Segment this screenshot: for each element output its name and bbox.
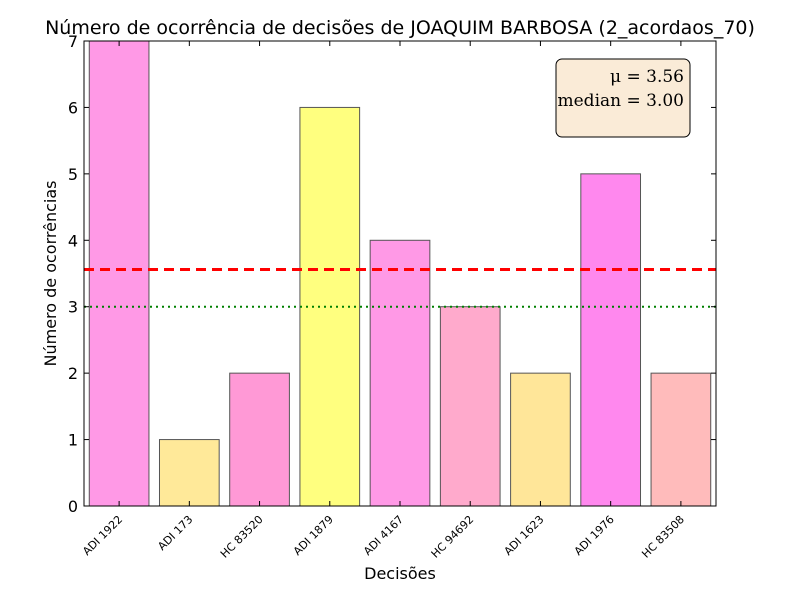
y-tick-label-2: 2 — [68, 364, 78, 383]
x-tick-label-adi-1922: ADI 1922 — [80, 513, 125, 558]
bar-adi-1623 — [510, 372, 571, 507]
x-tick-label-hc-83520: HC 83520 — [218, 513, 266, 561]
y-tick-label-5: 5 — [68, 165, 78, 184]
y-axis: 0 1 2 3 4 5 6 7 — [68, 32, 716, 516]
y-tick-label-3: 3 — [68, 298, 78, 317]
y-tick-label-7: 7 — [68, 32, 78, 51]
y-tick-label-0: 0 — [68, 497, 78, 516]
bars — [88, 40, 712, 507]
bar-adi-1879 — [299, 106, 361, 507]
stats-box: μ = 3.56 median = 3.00 — [555, 58, 691, 138]
bar-adi-173 — [158, 439, 220, 507]
y-axis-label: Número de ocorrências — [41, 181, 60, 367]
x-tick-label-adi-4167: ADI 4167 — [361, 513, 406, 558]
x-tick-label-hc-94692: HC 94692 — [429, 513, 477, 561]
bar-adi-1922 — [88, 40, 150, 507]
bar-hc-83508 — [650, 372, 712, 507]
bar-adi-1976 — [580, 173, 642, 507]
chart-title: Número de ocorrência de decisões de JOAQ… — [45, 17, 755, 39]
bar-adi-4167 — [369, 239, 431, 507]
y-tick-label-6: 6 — [68, 98, 78, 117]
y-tick-label-4: 4 — [68, 231, 78, 250]
x-axis-label: Decisões — [364, 564, 436, 583]
stats-median-text: median = 3.00 — [558, 91, 685, 111]
x-tick-label-adi-1976: ADI 1976 — [572, 513, 617, 558]
x-tick-label-adi-1623: ADI 1623 — [501, 513, 546, 558]
bar-hc-94692 — [439, 306, 501, 507]
x-tick-label-adi-173: ADI 173 — [155, 513, 195, 553]
x-tick-label-adi-1879: ADI 1879 — [291, 513, 336, 558]
stats-mean-text: μ = 3.56 — [610, 67, 684, 87]
y-tick-label-1: 1 — [68, 431, 78, 450]
x-tick-label-hc-83508: HC 83508 — [639, 513, 687, 561]
stats-box-background — [555, 58, 691, 138]
bar-hc-83520 — [229, 372, 290, 507]
